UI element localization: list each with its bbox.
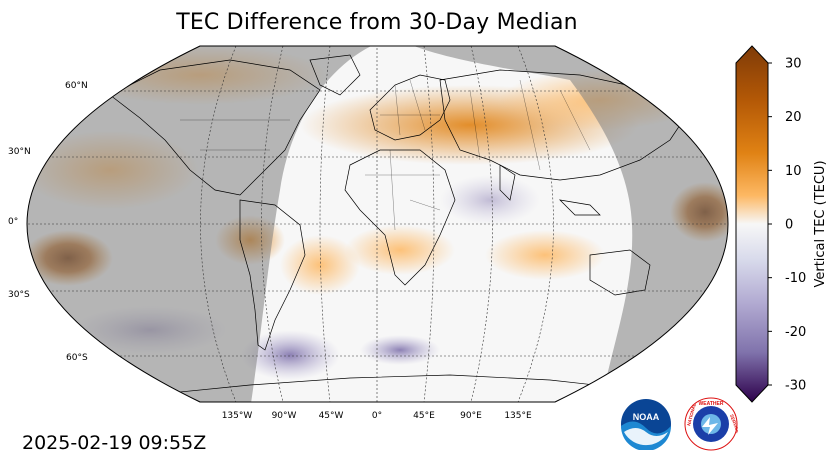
map-field xyxy=(27,46,728,402)
graticule xyxy=(27,46,728,402)
timestamp: 2025-02-19 09:55Z xyxy=(22,432,207,454)
svg-text:NATIONAL: NATIONAL xyxy=(686,403,697,427)
colorbar-tick-label: 0 xyxy=(785,218,793,233)
lat-label-30s: 30°S xyxy=(8,290,30,300)
colorbar-tick-label: -30 xyxy=(785,379,806,394)
noaa-logo: NOAA xyxy=(621,399,671,450)
colorbar-label: Vertical TEC (TECU) xyxy=(813,160,828,287)
colorbar-tick-label: -10 xyxy=(785,271,806,286)
svg-text:WEATHER: WEATHER xyxy=(699,401,724,407)
svg-text:SERVICE: SERVICE xyxy=(729,414,738,434)
lon-label-0: 0° xyxy=(372,411,382,421)
colorbar-tick-label: -20 xyxy=(785,325,806,340)
colorbar-tick-label: 20 xyxy=(785,110,802,125)
lat-label-60s: 60°S xyxy=(66,353,88,363)
night-overlay-east xyxy=(400,46,728,402)
map-title: TEC Difference from 30-Day Median xyxy=(176,10,578,35)
colorbar-bar xyxy=(735,45,769,403)
lon-label-135w: 135°W xyxy=(222,411,253,421)
lon-label-90e: 90°E xyxy=(460,411,482,421)
colorbar: 30 20 10 0 -10 -20 -30 Vertical TEC (TECU) xyxy=(735,45,828,403)
colorbar-tick-label: 30 xyxy=(785,57,802,72)
nws-logo: WEATHER NATIONAL SERVICE xyxy=(684,397,738,451)
lon-label-45w: 45°W xyxy=(319,411,344,421)
lat-label-0: 0° xyxy=(8,217,18,227)
anomaly-south-america xyxy=(240,330,340,380)
coastlines xyxy=(109,54,691,396)
svg-text:NOAA: NOAA xyxy=(633,412,660,422)
colorbar-tick-label: 10 xyxy=(785,164,802,179)
lon-label-90w: 90°W xyxy=(272,411,297,421)
map-outline xyxy=(26,45,729,403)
lat-label-30n: 30°N xyxy=(8,147,31,157)
lon-label-45e: 45°E xyxy=(413,411,435,421)
lat-label-60n: 60°N xyxy=(65,81,88,91)
lon-label-135e: 135°E xyxy=(504,411,532,421)
